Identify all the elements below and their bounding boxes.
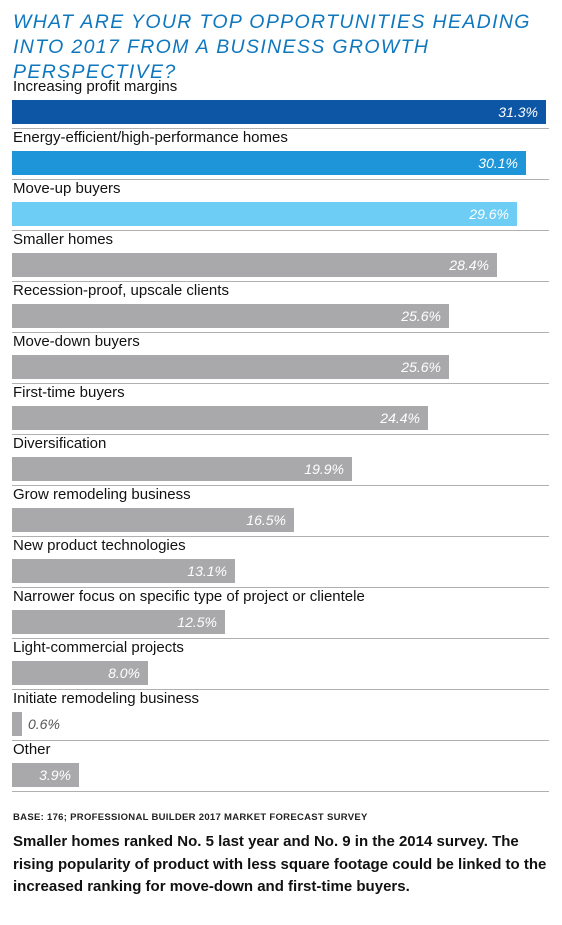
- bar-row: Move-down buyers 25.6%: [0, 333, 562, 384]
- row-divider: [12, 485, 549, 486]
- category-label: Recession-proof, upscale clients: [13, 282, 229, 299]
- bar: [12, 100, 546, 124]
- value-label: 16.5%: [246, 512, 286, 528]
- value-label: 25.6%: [401, 359, 441, 375]
- value-label: 31.3%: [498, 104, 538, 120]
- value-label: 19.9%: [304, 461, 344, 477]
- value-label: 25.6%: [401, 308, 441, 324]
- bar: [12, 355, 449, 379]
- value-label: 8.0%: [108, 665, 140, 681]
- category-label: Energy-efficient/high-performance homes: [13, 129, 288, 146]
- bar-row: New product technologies 13.1%: [0, 537, 562, 588]
- row-divider: [12, 128, 549, 129]
- category-label: Other: [13, 741, 51, 758]
- category-label: Initiate remodeling business: [13, 690, 199, 707]
- bar-row: Grow remodeling business 16.5%: [0, 486, 562, 537]
- value-label: 0.6%: [28, 716, 60, 732]
- value-label: 24.4%: [380, 410, 420, 426]
- bar-row: Diversification 19.9%: [0, 435, 562, 486]
- row-divider: [12, 740, 549, 741]
- bar: [12, 406, 428, 430]
- bar: [12, 508, 294, 532]
- bar: [12, 610, 225, 634]
- bar-row: Light-commercial projects 8.0%: [0, 639, 562, 690]
- value-label: 30.1%: [478, 155, 518, 171]
- category-label: Move-down buyers: [13, 333, 140, 350]
- row-divider: [12, 179, 549, 180]
- bar-row: First-time buyers 24.4%: [0, 384, 562, 435]
- bar: [12, 712, 22, 736]
- bar-row: Smaller homes 28.4%: [0, 231, 562, 282]
- row-divider: [12, 638, 549, 639]
- bar: [12, 253, 497, 277]
- category-label: Light-commercial projects: [13, 639, 184, 656]
- category-label: New product technologies: [13, 537, 186, 554]
- row-divider: [12, 536, 549, 537]
- bar-chart: Increasing profit margins 31.3% Energy-eff…: [0, 78, 562, 792]
- row-divider: [12, 434, 549, 435]
- bar-row: Increasing profit margins 31.3%: [0, 78, 562, 129]
- bar: [12, 151, 526, 175]
- value-label: 29.6%: [469, 206, 509, 222]
- bar: [12, 559, 235, 583]
- bar-row: Move-up buyers 29.6%: [0, 180, 562, 231]
- bar: [12, 457, 352, 481]
- bar-row: Initiate remodeling business 0.6%: [0, 690, 562, 741]
- bar: [12, 202, 517, 226]
- row-divider: [12, 230, 549, 231]
- category-label: Increasing profit margins: [13, 78, 178, 95]
- bar: [12, 661, 148, 685]
- bar-row: Narrower focus on specific type of proje…: [0, 588, 562, 639]
- bar-row: Energy-efficient/high-performance homes 3…: [0, 129, 562, 180]
- bar-row: Recession-proof, upscale clients 25.6%: [0, 282, 562, 333]
- row-divider: [12, 383, 549, 384]
- survey-base-note: BASE: 176; PROFESSIONAL BUILDER 2017 MAR…: [13, 812, 368, 823]
- category-label: Smaller homes: [13, 231, 114, 248]
- row-divider: [12, 332, 549, 333]
- category-label: Diversification: [13, 435, 107, 452]
- value-label: 28.4%: [449, 257, 489, 273]
- value-label: 13.1%: [187, 563, 227, 579]
- row-divider: [12, 281, 549, 282]
- value-label: 3.9%: [39, 767, 71, 783]
- row-divider: [12, 587, 549, 588]
- bar-row: Other 3.9%: [0, 741, 562, 792]
- row-divider: [12, 689, 549, 690]
- category-label: First-time buyers: [13, 384, 125, 401]
- bar: [12, 763, 79, 787]
- row-divider: [12, 791, 549, 792]
- category-label: Narrower focus on specific type of proje…: [13, 588, 365, 605]
- value-label: 12.5%: [177, 614, 217, 630]
- bar: [12, 304, 449, 328]
- category-label: Move-up buyers: [13, 180, 121, 197]
- chart-caption: Smaller homes ranked No. 5 last year and…: [13, 833, 547, 895]
- chart-title: What are your top opportunities heading …: [13, 11, 531, 83]
- category-label: Grow remodeling business: [13, 486, 191, 503]
